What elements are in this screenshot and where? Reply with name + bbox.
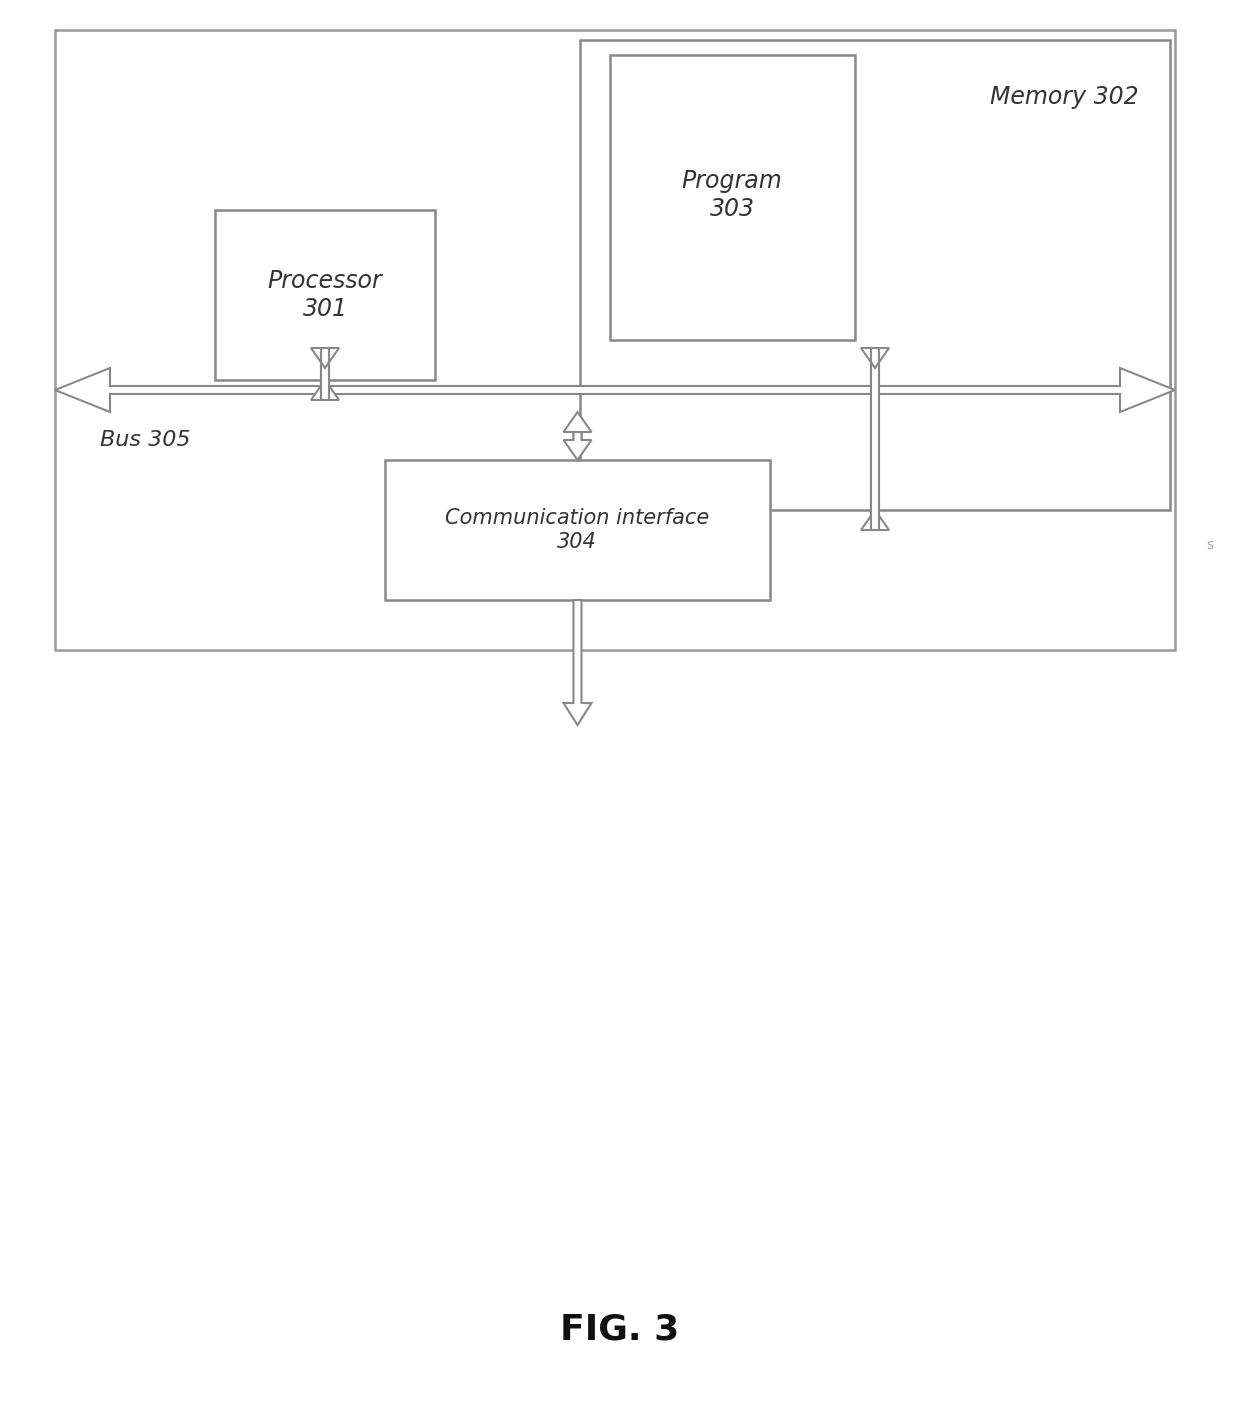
Polygon shape xyxy=(55,367,1176,412)
Bar xyxy=(215,210,435,380)
Text: s: s xyxy=(1207,538,1214,552)
Bar xyxy=(384,460,770,600)
Text: Memory 302: Memory 302 xyxy=(990,86,1138,109)
Bar xyxy=(55,29,1176,651)
Bar xyxy=(610,55,856,341)
Polygon shape xyxy=(861,348,889,530)
Polygon shape xyxy=(861,348,889,530)
Polygon shape xyxy=(563,432,591,460)
Text: Communication interface
304: Communication interface 304 xyxy=(445,509,709,551)
Bar xyxy=(580,41,1171,510)
Text: Program
303: Program 303 xyxy=(682,170,782,222)
Polygon shape xyxy=(311,348,339,400)
Polygon shape xyxy=(563,600,591,725)
Text: Processor
301: Processor 301 xyxy=(268,269,382,321)
Polygon shape xyxy=(563,412,591,440)
Polygon shape xyxy=(311,348,339,400)
Text: FIG. 3: FIG. 3 xyxy=(560,1314,680,1347)
Text: Bus 305: Bus 305 xyxy=(100,430,191,450)
